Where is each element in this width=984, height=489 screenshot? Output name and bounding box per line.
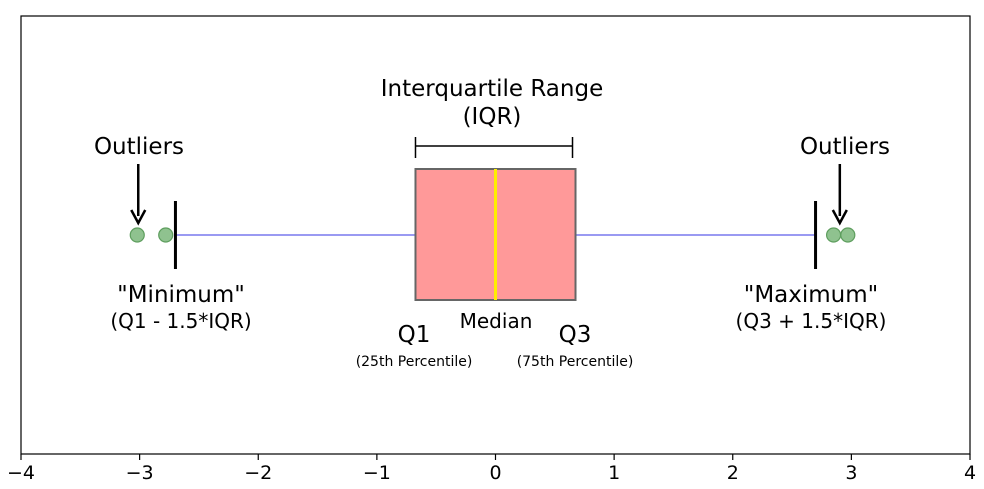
q3-label: Q3 <box>559 322 592 348</box>
median-label: Median <box>460 309 533 333</box>
outlier-point <box>840 227 856 243</box>
minimum-label: "Minimum" <box>117 282 245 308</box>
outlier-arrow-right-head <box>831 209 848 226</box>
x-tick-label: 2 <box>727 462 739 484</box>
minimum-formula: (Q1 - 1.5*IQR) <box>110 309 251 333</box>
box-plot-marks <box>129 137 856 301</box>
q3-subtitle: (75th Percentile) <box>517 354 634 370</box>
q1-label: Q1 <box>398 322 431 348</box>
iqr-title: Interquartile Range <box>381 76 603 102</box>
q1-subtitle: (25th Percentile) <box>356 354 473 370</box>
iqr-subtitle: (IQR) <box>463 104 522 130</box>
outlier-arrow-left-head <box>130 209 147 226</box>
annotations: Interquartile Range (IQR) Outliers Outli… <box>94 76 890 370</box>
x-tick-label: 3 <box>845 462 857 484</box>
outliers-label-left: Outliers <box>94 134 184 160</box>
outlier-point <box>129 227 145 243</box>
x-tick-label: −4 <box>7 462 35 484</box>
x-axis: −4 −3 −2 −1 0 1 2 3 4 <box>7 454 976 484</box>
outlier-point <box>158 227 174 243</box>
maximum-label: "Maximum" <box>744 282 879 308</box>
x-tick-label: 4 <box>964 462 976 484</box>
x-tick-label: −2 <box>244 462 272 484</box>
maximum-formula: (Q3 + 1.5*IQR) <box>736 309 887 333</box>
x-tick-label: 1 <box>608 462 620 484</box>
outliers-label-right: Outliers <box>800 134 890 160</box>
outlier-point <box>825 227 842 243</box>
x-tick-label: −1 <box>363 462 391 484</box>
x-tick-label: 0 <box>489 462 501 484</box>
x-tick-label: −3 <box>126 462 154 484</box>
